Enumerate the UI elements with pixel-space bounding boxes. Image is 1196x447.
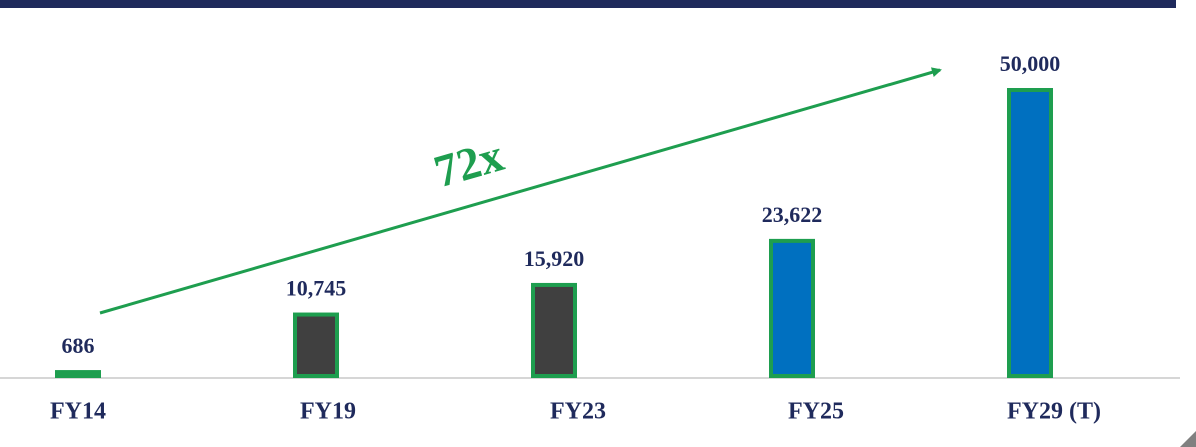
x-tick-label: FY25: [788, 399, 844, 425]
bar: [293, 312, 339, 379]
value-label: 50,000: [1000, 51, 1061, 76]
x-tick-label: FY23: [550, 399, 606, 425]
bar: [1007, 88, 1053, 378]
value-label: 10,745: [286, 276, 347, 301]
bar: [55, 370, 101, 379]
bar: [531, 282, 577, 378]
x-tick-label: FY29 (T): [1007, 399, 1101, 425]
value-label: 15,920: [524, 246, 585, 271]
x-tick-label: FY19: [300, 399, 356, 425]
top-rule: [0, 0, 1176, 8]
value-label: 23,622: [762, 202, 823, 227]
growth-annotation: 72x: [428, 129, 508, 197]
bar: [769, 238, 815, 378]
value-label: 686: [62, 333, 95, 358]
corner-mark: [1180, 431, 1196, 447]
growth-arrow: [99, 67, 942, 315]
x-tick-label: FY14: [50, 399, 106, 425]
